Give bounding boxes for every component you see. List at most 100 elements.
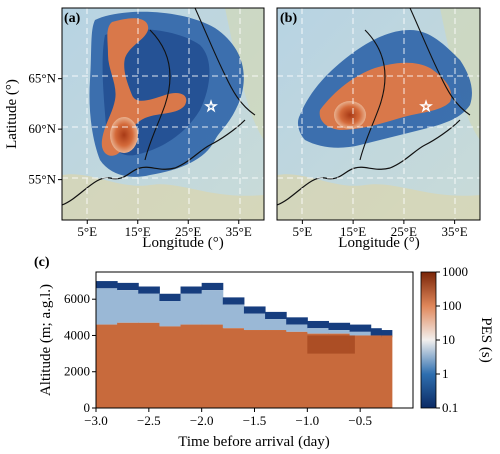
profile-cell-high-pes <box>96 324 118 408</box>
profile-panel-c <box>95 271 437 409</box>
profile-cell-high-pes <box>180 324 203 408</box>
map-a-xtick-label: 5°E <box>77 224 97 239</box>
profile-cell-high-pes <box>286 331 308 408</box>
profile-xtick-label: −3.0 <box>84 413 108 428</box>
colorbar <box>420 271 437 409</box>
profile-cell-high-pes <box>117 322 139 408</box>
map-a-xlabel: Longitude (°) <box>142 235 223 251</box>
map-b-xtick-label: 15°E <box>340 224 366 239</box>
profile-cell-low-pes <box>265 311 287 320</box>
map-a-xtick-label: 25°E <box>175 224 201 239</box>
map-a-ytick-label: 55°N <box>28 172 56 187</box>
profile-cell-low-pes <box>222 297 245 305</box>
map-b-xtick-label: 5°E <box>293 224 313 239</box>
map-b-xtick-label: 35°E <box>442 224 468 239</box>
map-a-ytick-label: 65°N <box>28 71 56 86</box>
map-a-ytick-label: 60°N <box>28 121 56 136</box>
panel-label-b: (b) <box>280 11 297 26</box>
profile-cell-high-pes <box>243 330 266 408</box>
profile-xtick-label: −1.0 <box>296 413 320 428</box>
colorbar-tick-label: 1000 <box>442 264 468 279</box>
profile-cell-high-pes <box>265 330 287 408</box>
profile-xtick-label: −1.5 <box>243 413 267 428</box>
profile-cell-low-pes <box>243 306 266 314</box>
profile-cell-low-pes <box>180 286 203 294</box>
profile-cell-mid-pes <box>180 293 203 325</box>
profile-cell-low-pes <box>381 330 393 338</box>
profile-cell-mid-pes <box>117 290 139 323</box>
colorbar-tick-label: 10 <box>442 332 455 347</box>
profile-cell-mid-pes <box>243 313 266 331</box>
profile-cell-mid-pes <box>265 319 287 331</box>
map-b-border <box>359 29 386 161</box>
profile-cell-high-pes <box>370 335 382 408</box>
profile-xtick-label: −2.5 <box>137 413 161 428</box>
profile-streak-max-pes <box>307 335 355 354</box>
map-a-border <box>144 29 171 161</box>
profile-cell-high-pes <box>201 324 224 408</box>
profile-cell-high-pes <box>222 328 245 408</box>
profile-cell-mid-pes <box>286 324 308 332</box>
map-b-xtick-label: 25°E <box>391 224 417 239</box>
map-a-ylabel: Latitude (°) <box>4 79 20 149</box>
profile-cell-high-pes <box>349 335 372 408</box>
profile-xtick-label: −2.0 <box>190 413 214 428</box>
colorbar-tick-label: 100 <box>442 298 462 313</box>
profile-fill <box>96 281 393 408</box>
profile-cell-mid-pes <box>222 304 245 329</box>
profile-cell-low-pes <box>201 282 224 291</box>
map-b-coast-east <box>409 8 471 116</box>
profile-cell-low-pes <box>307 320 329 329</box>
map-a-xtick-label: 15°E <box>125 224 151 239</box>
profile-ytick-label: 4000 <box>64 327 90 342</box>
colorbar-tick-label: 0.1 <box>442 400 458 415</box>
map-a-land-east <box>225 8 264 140</box>
profile-ytick-label: 0 <box>84 400 91 415</box>
profile-cell-mid-pes <box>307 328 329 334</box>
map-b-frame <box>276 7 481 221</box>
colorbar-tick-label: 1 <box>442 366 449 381</box>
map-b-receptor-star-icon: ☆ <box>420 100 433 115</box>
profile-cell-low-pes <box>117 282 139 291</box>
map-a-land-south <box>62 174 264 220</box>
map-panel-b: ☆ <box>276 7 481 221</box>
map-b-xlabel: Longitude (°) <box>338 235 419 251</box>
profile-cell-mid-pes <box>349 331 372 336</box>
map-a-frame <box>61 7 265 221</box>
map-a-xtick-label: 35°E <box>226 224 252 239</box>
profile-cell-high-pes <box>138 322 160 408</box>
profile-cell-mid-pes <box>328 330 351 334</box>
colorbar-label: PES (s) <box>478 317 494 362</box>
profile-cell-mid-pes <box>138 293 160 323</box>
axis-ticks: 5°E 15°E 25°E 35°E 55°N 60°N 65°N 5°E 15°E 25°E 35… <box>28 71 468 428</box>
colorbar-gradient <box>420 271 437 409</box>
profile-cell-low-pes <box>138 286 160 294</box>
map-b-hotspot <box>334 101 366 129</box>
profile-cell-mid-pes <box>159 301 182 327</box>
profile-xtick-label: −0.5 <box>348 413 372 428</box>
profile-cell-low-pes <box>328 322 351 331</box>
map-a-receptor-star-icon: ☆ <box>205 100 218 115</box>
map-a-coast-east <box>194 8 256 116</box>
map-b-land-south <box>277 174 480 220</box>
profile-cell-high-pes <box>381 335 393 408</box>
profile-cell-mid-pes <box>96 288 118 325</box>
profile-cell-high-pes <box>159 326 182 408</box>
profile-ylabel: Altitude (m; a.g.l.) <box>38 284 54 396</box>
map-panel-a: ☆ <box>61 7 265 221</box>
profile-ytick-label: 2000 <box>64 364 90 379</box>
profile-cell-mid-pes <box>201 290 224 325</box>
profile-cell-low-pes <box>349 324 372 332</box>
panel-label-c: (c) <box>34 255 50 270</box>
panel-label-a: (a) <box>64 11 81 26</box>
map-a-hotspot <box>110 117 138 153</box>
profile-cell-low-pes <box>159 293 182 302</box>
profile-xlabel: Time before arrival (day) <box>178 434 329 450</box>
map-b-grid <box>277 8 480 220</box>
profile-cell-low-pes <box>370 328 382 336</box>
map-a-grid <box>62 8 264 220</box>
profile-cell-low-pes <box>96 281 118 289</box>
profile-ytick-label: 6000 <box>64 291 90 306</box>
profile-cell-low-pes <box>286 317 308 325</box>
